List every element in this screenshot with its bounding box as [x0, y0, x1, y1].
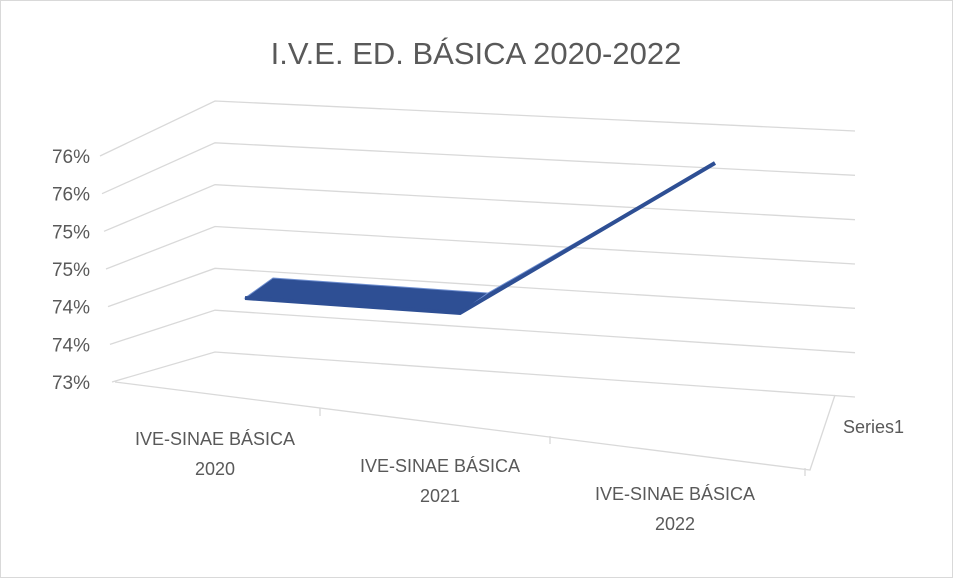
- y-tick-label: 76%: [52, 185, 90, 206]
- x-tick-label-line: IVE-SINAE BÁSICA: [135, 429, 295, 449]
- grid-line: [111, 351, 856, 398]
- grid-line: [107, 267, 856, 309]
- chart-title: I.V.E. ED. BÁSICA 2020-2022: [271, 36, 682, 71]
- grid-line: [99, 100, 856, 157]
- y-tick-label: 73%: [52, 373, 90, 394]
- y-tick-label: 75%: [52, 222, 90, 243]
- x-tick-label-line: IVE-SINAE BÁSICA: [360, 456, 520, 476]
- line: [244, 161, 717, 316]
- grid-line: [101, 142, 856, 195]
- y-tick-label: 75%: [52, 260, 90, 281]
- category-ticks: [319, 408, 806, 476]
- x-tick-label: IVE-SINAE BÁSICA 2020: [135, 429, 295, 479]
- series-label: Series1: [843, 417, 904, 437]
- y-tick-label: 76%: [52, 147, 90, 168]
- floor-edge: [114, 381, 836, 471]
- x-tick-label-line: IVE-SINAE BÁSICA: [595, 484, 755, 504]
- grid-line: [109, 309, 856, 354]
- x-tick-label-line: 2021: [420, 486, 460, 506]
- y-tick-label: 74%: [52, 298, 90, 319]
- y-tick-label: 74%: [52, 335, 90, 356]
- x-tick-label: IVE-SINAE BÁSICA 2022: [595, 484, 755, 534]
- x-tick-label-line: 2022: [655, 514, 695, 534]
- x-tick-label-line: 2020: [195, 459, 235, 479]
- x-tick-label: IVE-SINAE BÁSICA 2021: [360, 456, 520, 506]
- grid-line: [105, 225, 856, 270]
